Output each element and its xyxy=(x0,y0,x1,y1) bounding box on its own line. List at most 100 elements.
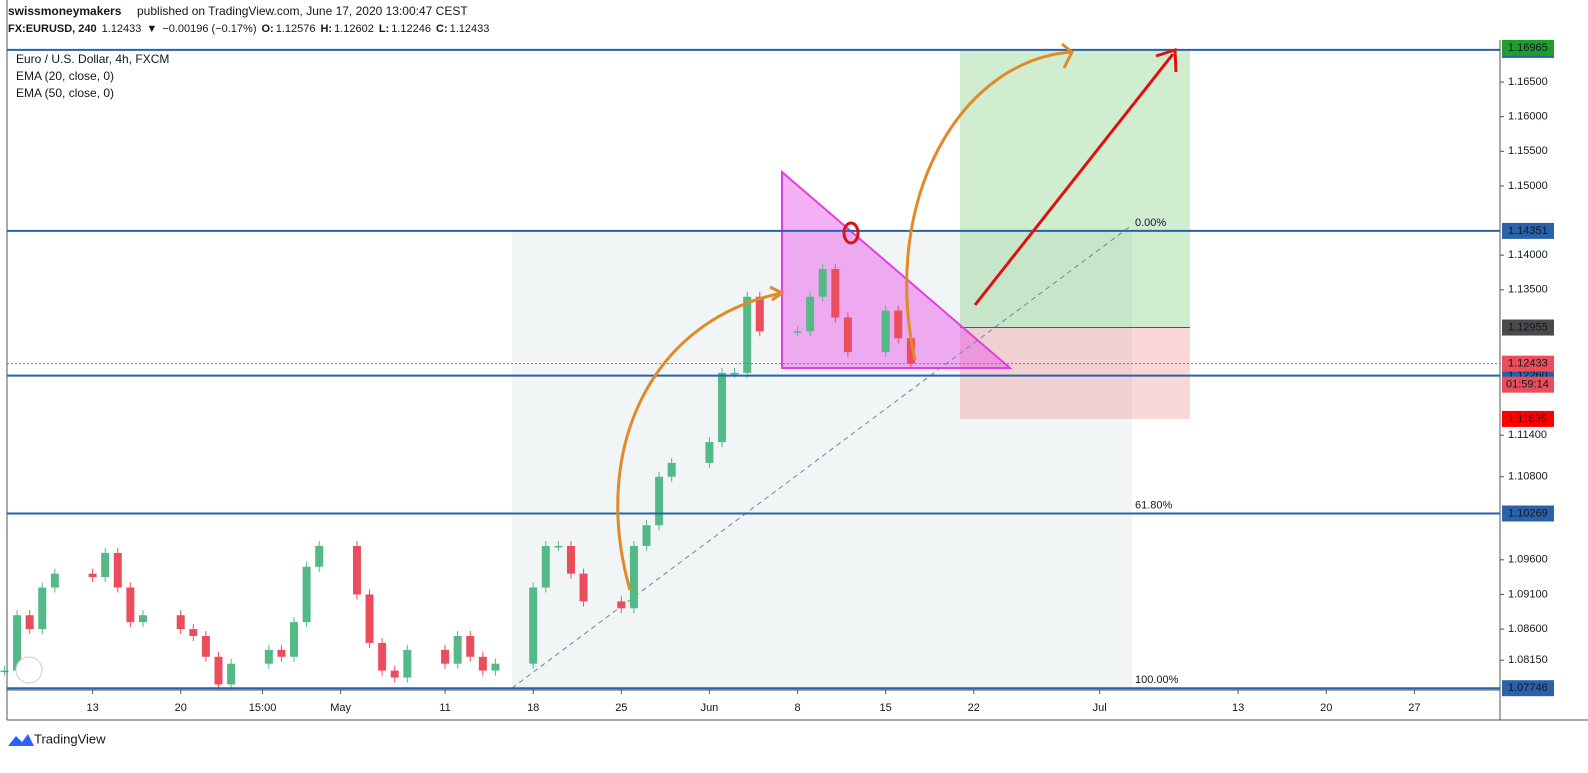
candle-body xyxy=(843,317,852,353)
price-tag-label: 1.07746 xyxy=(1508,682,1548,694)
candle-body xyxy=(365,594,374,643)
candle-body xyxy=(806,296,815,332)
countdown: 01:59:14 xyxy=(1506,379,1549,391)
published: published on TradingView.com, June 17, 2… xyxy=(137,4,468,18)
quote-o-label: O: xyxy=(261,23,273,35)
candle-body xyxy=(101,552,110,578)
candle-body xyxy=(277,649,286,657)
candle-body xyxy=(730,372,739,375)
y-tick-label: 1.11400 xyxy=(1508,429,1547,441)
candle-body xyxy=(441,649,450,664)
candle-body xyxy=(478,656,487,671)
countdown-tag xyxy=(1502,376,1554,393)
candle-body xyxy=(0,670,9,673)
x-tick-label: 13 xyxy=(86,702,98,714)
y-tick-label: 1.09600 xyxy=(1508,554,1548,566)
price-tag xyxy=(1502,319,1554,336)
y-tick-label: 1.08600 xyxy=(1508,623,1548,635)
candle-body xyxy=(264,649,273,664)
candle-body xyxy=(88,573,97,578)
candle-body xyxy=(38,587,47,630)
y-tick-label: 1.14000 xyxy=(1508,249,1548,261)
candle-body xyxy=(705,442,714,463)
y-tick-label: 1.13500 xyxy=(1508,284,1548,296)
triangle xyxy=(781,169,1013,369)
candle-body xyxy=(579,573,588,602)
candle-body xyxy=(881,310,890,353)
candle-body xyxy=(315,545,324,567)
candle-body xyxy=(755,296,764,332)
price-tag xyxy=(1502,680,1554,697)
y-tick-label: 1.09100 xyxy=(1508,588,1548,600)
y-tick-label: 1.08150 xyxy=(1508,654,1548,666)
y-tick-label: 1.10800 xyxy=(1508,471,1548,483)
candle-body xyxy=(566,545,575,574)
quote-close: 1.12433 xyxy=(450,23,490,35)
brand: TradingView xyxy=(8,731,106,746)
candle-body xyxy=(642,525,651,546)
fib-box xyxy=(512,230,1132,689)
drawings-back xyxy=(512,49,1190,689)
candle-body xyxy=(290,622,299,657)
candle-body xyxy=(302,566,311,623)
arrow-curve xyxy=(905,50,1073,361)
candle-body xyxy=(352,545,361,595)
candle-body xyxy=(201,635,210,657)
quote-symbol: FX:EURUSD, 240 xyxy=(8,23,97,35)
fib-label: 100.00% xyxy=(1135,674,1179,686)
arrow-curve xyxy=(616,291,783,591)
logo-badge xyxy=(15,656,43,684)
x-tick-label: 15 xyxy=(880,702,892,714)
x-tick-label: 20 xyxy=(175,702,187,714)
x-tick-label: 20 xyxy=(1320,702,1332,714)
quote-c-label: C: xyxy=(436,23,448,35)
x-tick-label: 13 xyxy=(1232,702,1244,714)
price-tag-label: 1.14351 xyxy=(1508,225,1548,237)
price-tag xyxy=(1502,39,1554,56)
price-tag-label: 1.11635 xyxy=(1508,413,1547,425)
x-tick-label: 11 xyxy=(439,702,450,714)
y-tick-label: 1.16500 xyxy=(1508,76,1548,88)
author: swissmoneymakers xyxy=(8,4,122,18)
legend-ema50: EMA (50, close, 0) xyxy=(16,86,114,100)
candle-body xyxy=(390,670,399,678)
x-tick-label: 15:00 xyxy=(249,702,277,714)
candle-body xyxy=(655,476,664,526)
quote-l-label: L: xyxy=(379,23,389,35)
x-tick-label: 25 xyxy=(615,702,627,714)
price-tag-label: 1.16965 xyxy=(1508,42,1548,54)
quote-change: −0.00196 (−0.17%) xyxy=(162,23,256,35)
x-tick-label: 8 xyxy=(794,702,800,714)
axes: 1.169651.143511.122601.102691.077461.165… xyxy=(86,39,1554,714)
x-tick-label: May xyxy=(330,702,351,714)
arrow-head xyxy=(1061,42,1074,69)
candle-body xyxy=(491,663,500,671)
footer: TradingView xyxy=(34,731,106,746)
candle-body xyxy=(894,310,903,339)
arrow-line xyxy=(973,53,1175,306)
price-tag xyxy=(1502,410,1554,427)
candle-body xyxy=(189,629,198,636)
price-tag xyxy=(1502,222,1554,239)
legend-ema20: EMA (20, close, 0) xyxy=(16,69,114,83)
x-tick-label: 27 xyxy=(1408,702,1420,714)
arrow-head xyxy=(1155,47,1178,73)
x-tick-label: Jul xyxy=(1093,702,1107,714)
candle-body xyxy=(466,635,475,657)
candle-body xyxy=(667,462,676,477)
candle-body xyxy=(541,545,550,588)
candle-body xyxy=(529,587,538,664)
candle-body xyxy=(176,615,185,630)
quote-open: 1.12576 xyxy=(276,23,316,35)
candle-body xyxy=(138,615,147,623)
price-tag xyxy=(1502,355,1554,372)
quote-line: FX:EURUSD, 240 1.12433 ▼ −0.00196 (−0.17%) O… xyxy=(8,23,489,35)
quote-high: 1.12602 xyxy=(334,23,374,35)
quote-last: 1.12433 xyxy=(102,23,142,35)
candle-body xyxy=(113,552,122,588)
candle-body xyxy=(227,663,236,685)
price-tag-label: 1.12955 xyxy=(1508,321,1548,333)
price-tag xyxy=(1502,505,1554,522)
